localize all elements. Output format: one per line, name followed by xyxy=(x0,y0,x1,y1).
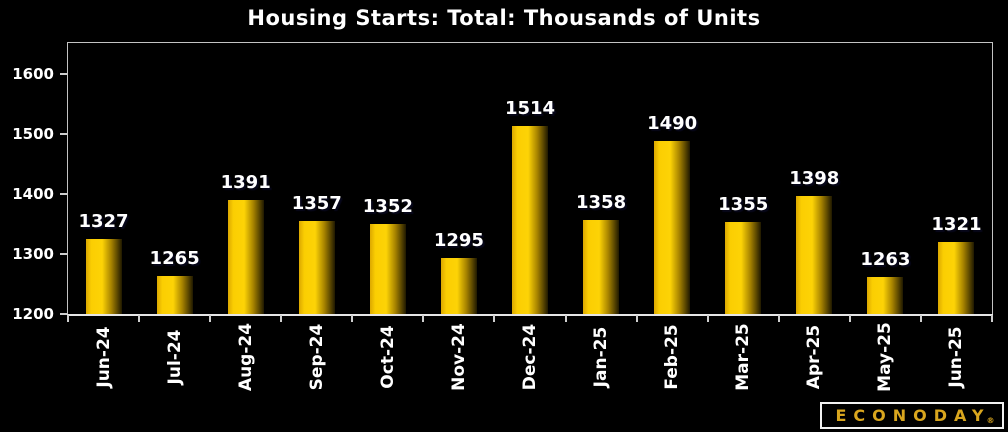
y-axis-tick-label: 1400 xyxy=(12,184,54,203)
x-axis-tick-label: Jan-25 xyxy=(591,326,612,388)
x-axis-tick-label: Jul-24 xyxy=(164,329,185,385)
x-axis-tick-label: Jun-25 xyxy=(946,326,967,388)
x-axis-tick xyxy=(138,315,141,322)
bar-Apr-25 xyxy=(796,196,833,315)
bar-Jul-24 xyxy=(156,275,193,315)
x-axis-tick xyxy=(564,315,567,322)
econoday-logo: ECONODAY ® xyxy=(820,402,1004,429)
plot-area: 1327 1265 1391 1357 1352 1295 1514 1358 1490 1355… xyxy=(67,42,993,316)
y-axis-tick xyxy=(60,252,67,255)
bar-value-label: 1514 xyxy=(504,98,556,120)
bar-Oct-24 xyxy=(369,223,406,315)
bar-Nov-24 xyxy=(440,257,477,315)
bar-value-label: 1327 xyxy=(78,210,129,232)
x-axis-tick xyxy=(280,315,283,322)
x-axis-tick xyxy=(209,315,212,322)
bar-Jan-25 xyxy=(583,220,620,315)
x-axis-tick xyxy=(777,315,780,322)
bar-value-label: 1398 xyxy=(789,168,840,190)
x-axis-tick xyxy=(635,315,638,322)
x-axis-tick-label: Nov-24 xyxy=(448,323,469,391)
x-axis-tick xyxy=(422,315,425,322)
bar-Jun-25 xyxy=(938,242,975,315)
bar-value-label: 1355 xyxy=(718,193,769,215)
x-axis-tick-label: May-25 xyxy=(875,322,896,392)
x-axis-tick xyxy=(351,315,354,322)
y-axis-tick-label: 1200 xyxy=(12,305,54,323)
y-axis-tick-label: 1300 xyxy=(12,244,54,263)
bar-value-label: 1263 xyxy=(860,249,911,271)
bar-value-label: 1490 xyxy=(647,112,698,134)
x-axis-tick xyxy=(706,315,709,322)
bar-value-label: 1265 xyxy=(149,247,200,269)
bar-Sep-24 xyxy=(298,220,335,315)
bar-value-label: 1358 xyxy=(576,192,627,214)
x-axis-tick-label: Jun-24 xyxy=(93,326,114,388)
x-axis-tick-label: Sep-24 xyxy=(306,323,327,391)
bar-value-label: 1391 xyxy=(220,172,271,194)
x-axis-tick-label: Mar-25 xyxy=(733,323,754,391)
x-axis-tick-label: Oct-24 xyxy=(377,325,398,389)
bar-May-25 xyxy=(867,277,904,315)
x-axis-tick xyxy=(67,315,69,322)
bar-Dec-24 xyxy=(512,126,548,315)
bar-value-label: 1352 xyxy=(362,195,413,217)
bar-Feb-25 xyxy=(654,140,691,315)
registered-trademark-icon: ® xyxy=(986,416,995,425)
chart-title: Housing Starts: Total: Thousands of Unit… xyxy=(247,6,761,30)
y-axis-tick xyxy=(60,313,67,315)
y-axis-tick-label: 1600 xyxy=(12,64,54,83)
x-axis-tick xyxy=(991,315,993,322)
y-axis-tick-label: 1500 xyxy=(12,124,54,143)
y-axis-tick xyxy=(60,132,67,135)
x-axis-line xyxy=(67,314,993,316)
x-axis-tick xyxy=(919,315,922,322)
bar-value-label: 1321 xyxy=(931,214,982,236)
bar-value-label: 1357 xyxy=(291,192,342,214)
bar-Jun-24 xyxy=(85,238,122,315)
x-axis-tick xyxy=(493,315,496,322)
y-axis-tick xyxy=(60,192,67,195)
x-axis-tick-label: Dec-24 xyxy=(520,323,540,391)
x-axis-tick-label: Aug-24 xyxy=(235,322,256,392)
bar-Mar-25 xyxy=(725,221,762,315)
x-axis-tick-label: Apr-25 xyxy=(804,324,825,390)
econoday-logo-text: ECONODAY xyxy=(835,405,991,425)
bar-Aug-24 xyxy=(227,200,264,315)
x-axis-tick-label: Feb-25 xyxy=(662,324,683,390)
x-axis-tick xyxy=(848,315,851,322)
y-axis-tick xyxy=(60,72,67,75)
bar-value-label: 1295 xyxy=(433,229,484,251)
